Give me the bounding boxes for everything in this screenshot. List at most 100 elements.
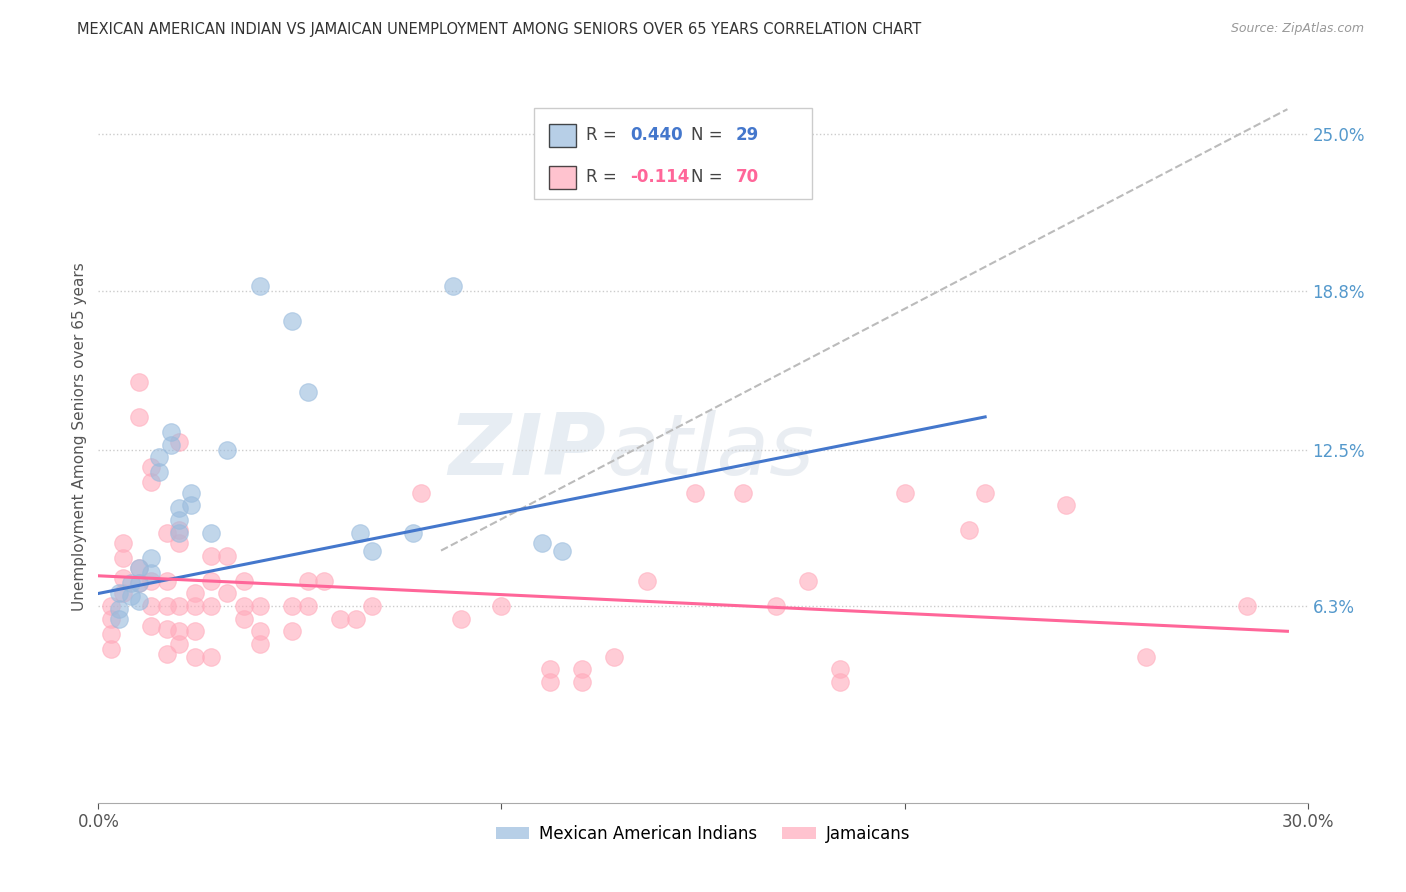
Text: ZIP: ZIP <box>449 410 606 493</box>
Point <box>167 524 190 538</box>
Point <box>217 549 239 563</box>
Text: R =: R = <box>586 126 621 144</box>
Point <box>450 612 472 626</box>
Point <box>571 674 593 689</box>
FancyBboxPatch shape <box>550 124 576 147</box>
Legend: Mexican American Indians, Jamaicans: Mexican American Indians, Jamaicans <box>489 818 917 849</box>
Point <box>683 485 706 500</box>
Point <box>733 485 755 500</box>
Point <box>156 525 179 540</box>
Point <box>200 525 222 540</box>
Point <box>249 278 271 293</box>
Point <box>107 612 129 626</box>
Point <box>249 624 271 639</box>
Point <box>538 674 561 689</box>
Point <box>111 536 134 550</box>
Point <box>200 599 222 613</box>
Point <box>281 624 304 639</box>
Point <box>167 500 190 515</box>
Point <box>297 574 319 588</box>
Point <box>156 574 179 588</box>
Point <box>111 551 134 566</box>
Point <box>828 662 851 676</box>
Text: Source: ZipAtlas.com: Source: ZipAtlas.com <box>1230 22 1364 36</box>
Point <box>281 314 304 328</box>
Point <box>139 475 162 490</box>
Point <box>139 460 162 475</box>
Point <box>167 637 190 651</box>
Point <box>297 384 319 399</box>
Point <box>128 409 150 424</box>
Point <box>184 624 207 639</box>
Point <box>200 549 222 563</box>
Point <box>120 576 142 591</box>
Point <box>160 425 183 439</box>
Point <box>314 574 336 588</box>
Point <box>100 642 122 657</box>
Point <box>249 599 271 613</box>
Point <box>651 128 673 142</box>
Point <box>139 619 162 633</box>
Point <box>100 627 122 641</box>
Point <box>1054 498 1077 512</box>
Point <box>217 442 239 457</box>
Point <box>551 543 574 558</box>
Text: -0.114: -0.114 <box>630 168 690 186</box>
Y-axis label: Unemployment Among Seniors over 65 years: Unemployment Among Seniors over 65 years <box>72 263 87 611</box>
Text: N =: N = <box>690 126 728 144</box>
Text: 70: 70 <box>735 168 759 186</box>
Point <box>297 599 319 613</box>
Point <box>1135 649 1157 664</box>
Point <box>281 599 304 613</box>
Point <box>530 536 553 550</box>
Point <box>128 576 150 591</box>
Point <box>441 278 464 293</box>
Point <box>128 594 150 608</box>
Point <box>184 599 207 613</box>
Point <box>139 599 162 613</box>
Point <box>402 525 425 540</box>
Point <box>200 649 222 664</box>
Point <box>184 586 207 600</box>
Point <box>167 536 190 550</box>
Point <box>538 662 561 676</box>
Point <box>139 566 162 581</box>
Point <box>249 637 271 651</box>
Text: N =: N = <box>690 168 728 186</box>
Point <box>167 599 190 613</box>
Text: 29: 29 <box>735 126 759 144</box>
Point <box>797 574 820 588</box>
Point <box>139 551 162 566</box>
Point <box>139 574 162 588</box>
Point <box>156 622 179 636</box>
Point <box>184 649 207 664</box>
Point <box>107 586 129 600</box>
Point <box>491 599 513 613</box>
Text: 0.440: 0.440 <box>630 126 683 144</box>
Point <box>148 450 170 465</box>
Point <box>636 574 658 588</box>
Point <box>957 524 980 538</box>
Point <box>232 574 254 588</box>
Point <box>409 485 432 500</box>
Point <box>603 649 626 664</box>
Point <box>974 485 997 500</box>
Point <box>100 599 122 613</box>
Point <box>217 586 239 600</box>
Point <box>167 624 190 639</box>
Point <box>571 662 593 676</box>
Point <box>765 599 787 613</box>
Text: R =: R = <box>586 168 621 186</box>
Point <box>167 525 190 540</box>
Point <box>128 561 150 575</box>
Point <box>128 561 150 575</box>
Text: MEXICAN AMERICAN INDIAN VS JAMAICAN UNEMPLOYMENT AMONG SENIORS OVER 65 YEARS COR: MEXICAN AMERICAN INDIAN VS JAMAICAN UNEM… <box>77 22 921 37</box>
Point <box>100 612 122 626</box>
Point <box>111 571 134 585</box>
Point <box>156 647 179 661</box>
Point <box>361 599 384 613</box>
Point <box>893 485 915 500</box>
Point <box>1236 599 1258 613</box>
Point <box>148 466 170 480</box>
Point <box>200 574 222 588</box>
